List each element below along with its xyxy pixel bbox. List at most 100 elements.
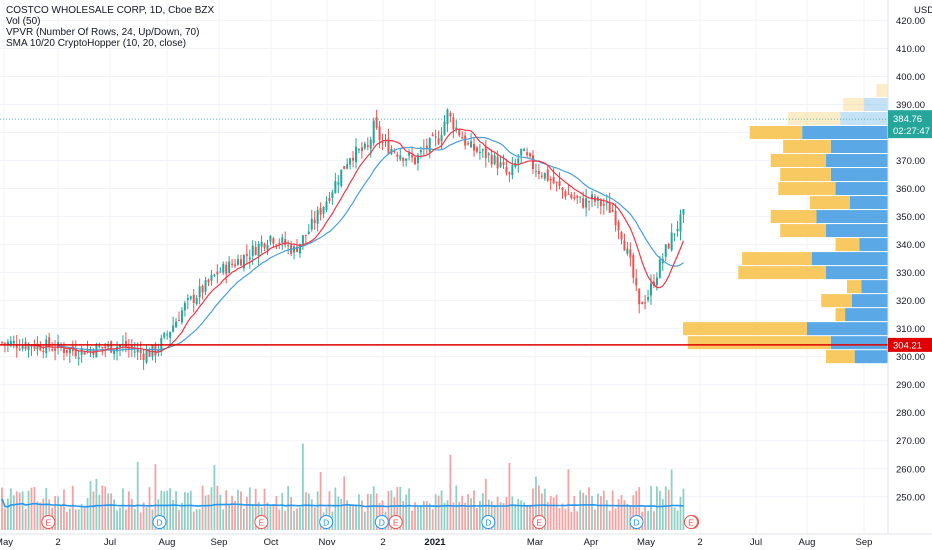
volume-bar [160,490,163,530]
volume-bar [552,497,555,530]
candle-body [139,350,142,353]
volume-bar [30,487,33,530]
volume-bar [316,491,319,530]
candle-body [198,286,201,298]
candle-body [178,319,180,321]
earnings-marker[interactable]: E [388,515,403,529]
earnings-marker[interactable]: E [532,515,547,529]
vp-row-up [854,350,888,364]
vp-row-down [770,154,827,168]
candle-body [670,232,673,251]
candle-body [216,271,219,275]
dividend-marker[interactable]: D [319,515,334,529]
time-tick-label: Aug [799,537,816,548]
marker-letter: D [379,518,385,528]
vpvr-indicator-label[interactable]: VPVR (Number Of Rows, 24, Up/Down, 70) [6,27,200,38]
time-axis[interactable]: May 2 Jul Aug Sep Oct Nov 2 2021 Mar Apr May 2 Jul Aug… [0,533,932,548]
candle-body [549,178,552,181]
volume-bar [48,499,51,530]
dividend-marker[interactable]: D [629,515,644,529]
candle-body [543,172,546,179]
candle-body [310,218,313,230]
candle-body [257,243,260,256]
candle-body [242,255,245,269]
volume-bar [225,490,228,530]
volume-bar [101,485,104,530]
volume-bar [443,502,446,530]
candle-body [608,202,611,213]
vp-row-down [780,224,827,238]
earnings-marker[interactable]: E [684,515,698,529]
candle-body [166,334,169,336]
price-tick-label: 270.00 [896,436,925,447]
candle-body [647,297,650,300]
dividend-marker[interactable]: D [374,515,389,529]
candle-body [307,231,310,234]
volume-bar [204,495,207,530]
candle-body [546,169,549,181]
candle-body [502,162,505,165]
candle-body [228,261,231,274]
marker-letter: E [536,518,542,528]
volume-bar [278,509,281,530]
candle-body [667,243,670,249]
earnings-marker[interactable]: E [254,515,269,529]
volume-bar [369,494,372,530]
candle-body [245,253,248,256]
candle-body [467,143,470,145]
vp-row-down [847,280,862,294]
dividend-marker[interactable]: D [481,515,496,529]
volume-bar [585,495,587,530]
volume-bar [269,505,272,530]
sma-indicator-label[interactable]: SMA 10/20 CryptoHopper (10, 20, close) [6,38,187,49]
candle-body [343,166,346,170]
vp-row-down [876,83,888,97]
volume-bar [393,497,396,530]
candle-body [499,162,502,167]
volume-bar [12,495,15,530]
symbol-title[interactable]: COSTCO WHOLESALE CORP, 1D, Cboe BZX [6,5,215,16]
last-price-badge [888,110,932,139]
volume-bar [175,491,177,530]
volume-bar [210,487,213,530]
volume-bar [632,495,635,530]
candle-body [207,279,210,283]
volume-bar [437,495,440,530]
volume-bar [597,493,599,530]
volume-bar [172,500,174,530]
time-tick-label: Nov [319,537,336,548]
time-tick-label: Oct [264,537,279,548]
candle-body [602,203,605,206]
volume-bar [647,510,649,530]
volume-bar [496,496,499,530]
dividend-marker[interactable]: D [152,515,167,529]
volume-indicator-label[interactable]: Vol (50) [6,16,41,27]
volume-bar [328,491,331,530]
volume-bar [201,485,204,530]
volume-bar [107,493,110,530]
event-markers[interactable]: EDEDDEDEDEE [41,515,700,529]
marker-letter: D [633,518,639,528]
volume-bar [184,492,186,530]
marker-circle [319,515,334,529]
volume-bar [310,499,313,530]
candle-body [251,245,254,256]
time-tick-label: 2 [380,537,385,548]
marker-letter: D [323,518,329,528]
candle-body [192,294,195,303]
volume-bar [142,502,145,530]
candle-body [349,158,352,165]
candle-body [263,243,266,248]
vp-row-up [806,322,888,336]
earnings-marker[interactable]: E [41,515,56,529]
candle-body [319,207,322,215]
vp-row-down [778,182,836,196]
candle-body [576,195,579,198]
volume-bar [473,490,475,530]
candle-body [287,244,290,246]
volume-bar [440,490,443,530]
volume-bar [151,509,154,530]
candle-body [186,298,189,300]
candle-body [399,155,402,160]
